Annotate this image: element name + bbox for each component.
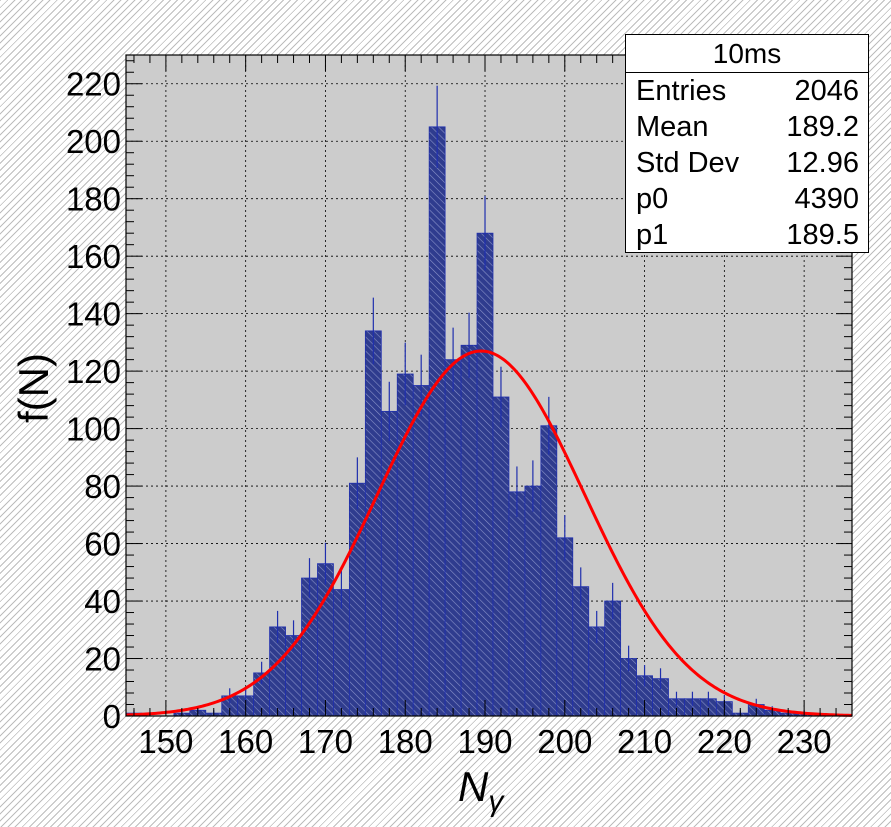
stats-label: p0 bbox=[636, 182, 669, 215]
gaussian-fit-curve bbox=[125, 349, 853, 717]
histogram-bar bbox=[524, 485, 542, 717]
stats-value: 189.2 bbox=[786, 110, 859, 143]
stats-label: Mean bbox=[636, 110, 709, 143]
y-tick-label: 60 bbox=[84, 526, 121, 563]
plot-frame-border bbox=[125, 54, 853, 717]
x-tick-labels: 150 160 170 180 190 200 210 220 230 bbox=[138, 723, 831, 760]
histogram-bar bbox=[492, 396, 510, 717]
x-tick-label: 160 bbox=[218, 723, 273, 760]
stats-row-entries: Entries 2046 bbox=[626, 73, 868, 109]
stats-row-p0: p0 4390 bbox=[626, 181, 868, 217]
y-tick-label: 20 bbox=[84, 641, 121, 678]
y-axis-title: f(N) bbox=[10, 353, 57, 423]
stats-value: 2046 bbox=[794, 74, 859, 107]
x-tick-label: 190 bbox=[457, 723, 512, 760]
stats-label: p1 bbox=[636, 218, 669, 251]
x-tick-label: 230 bbox=[777, 723, 832, 760]
histogram-bar bbox=[301, 577, 318, 717]
x-axis-title: Nγ bbox=[458, 763, 505, 818]
y-tick-label: 160 bbox=[66, 238, 121, 275]
y-tick-label: 80 bbox=[84, 468, 121, 505]
histogram-bar bbox=[556, 537, 574, 717]
y-tick-label: 200 bbox=[66, 123, 121, 160]
x-tick-label: 180 bbox=[378, 723, 433, 760]
stats-row-std-dev: Std Dev 12.96 bbox=[626, 145, 868, 181]
histogram-bar bbox=[572, 586, 590, 717]
histogram-bar bbox=[428, 126, 446, 717]
histogram-bar bbox=[508, 491, 526, 717]
histogram-bar bbox=[476, 232, 494, 717]
histogram-bar bbox=[540, 425, 558, 717]
x-tick-label: 200 bbox=[537, 723, 592, 760]
y-tick-label: 120 bbox=[66, 353, 121, 390]
stats-label: Std Dev bbox=[636, 146, 740, 179]
y-tick-label: 140 bbox=[66, 296, 121, 333]
x-axis-title-main: N bbox=[458, 763, 489, 810]
y-tick-label: 40 bbox=[84, 583, 121, 620]
histogram-bar bbox=[444, 359, 462, 717]
stats-row-mean: Mean 189.2 bbox=[626, 109, 868, 145]
stats-row-p1: p1 189.5 bbox=[626, 217, 868, 253]
stats-box: 10ms Entries 2046 Mean 189.2 Std Dev 12.… bbox=[625, 34, 869, 253]
y-tick-label: 0 bbox=[103, 698, 121, 735]
x-tick-label: 210 bbox=[617, 723, 672, 760]
histogram-bar bbox=[348, 482, 366, 717]
y-tick-labels: 0 20 40 60 80 100 120 140 160 180 200 220 bbox=[66, 66, 121, 735]
y-tick-label: 100 bbox=[66, 411, 121, 448]
stats-label: Entries bbox=[636, 74, 727, 107]
stats-value: 189.5 bbox=[786, 218, 859, 251]
x-tick-label: 220 bbox=[697, 723, 752, 760]
stats-value: 4390 bbox=[794, 182, 859, 215]
y-tick-label: 180 bbox=[66, 181, 121, 218]
stats-box-title: 10ms bbox=[626, 35, 868, 73]
x-axis-title-subscript: γ bbox=[488, 785, 505, 818]
x-tick-label: 170 bbox=[298, 723, 353, 760]
histogram-bar bbox=[412, 385, 430, 717]
stats-value: 12.96 bbox=[786, 146, 859, 179]
y-tick-label: 220 bbox=[66, 66, 121, 103]
histogram-bar bbox=[460, 344, 478, 717]
x-tick-label: 150 bbox=[138, 723, 193, 760]
histogram-bar bbox=[364, 330, 382, 717]
